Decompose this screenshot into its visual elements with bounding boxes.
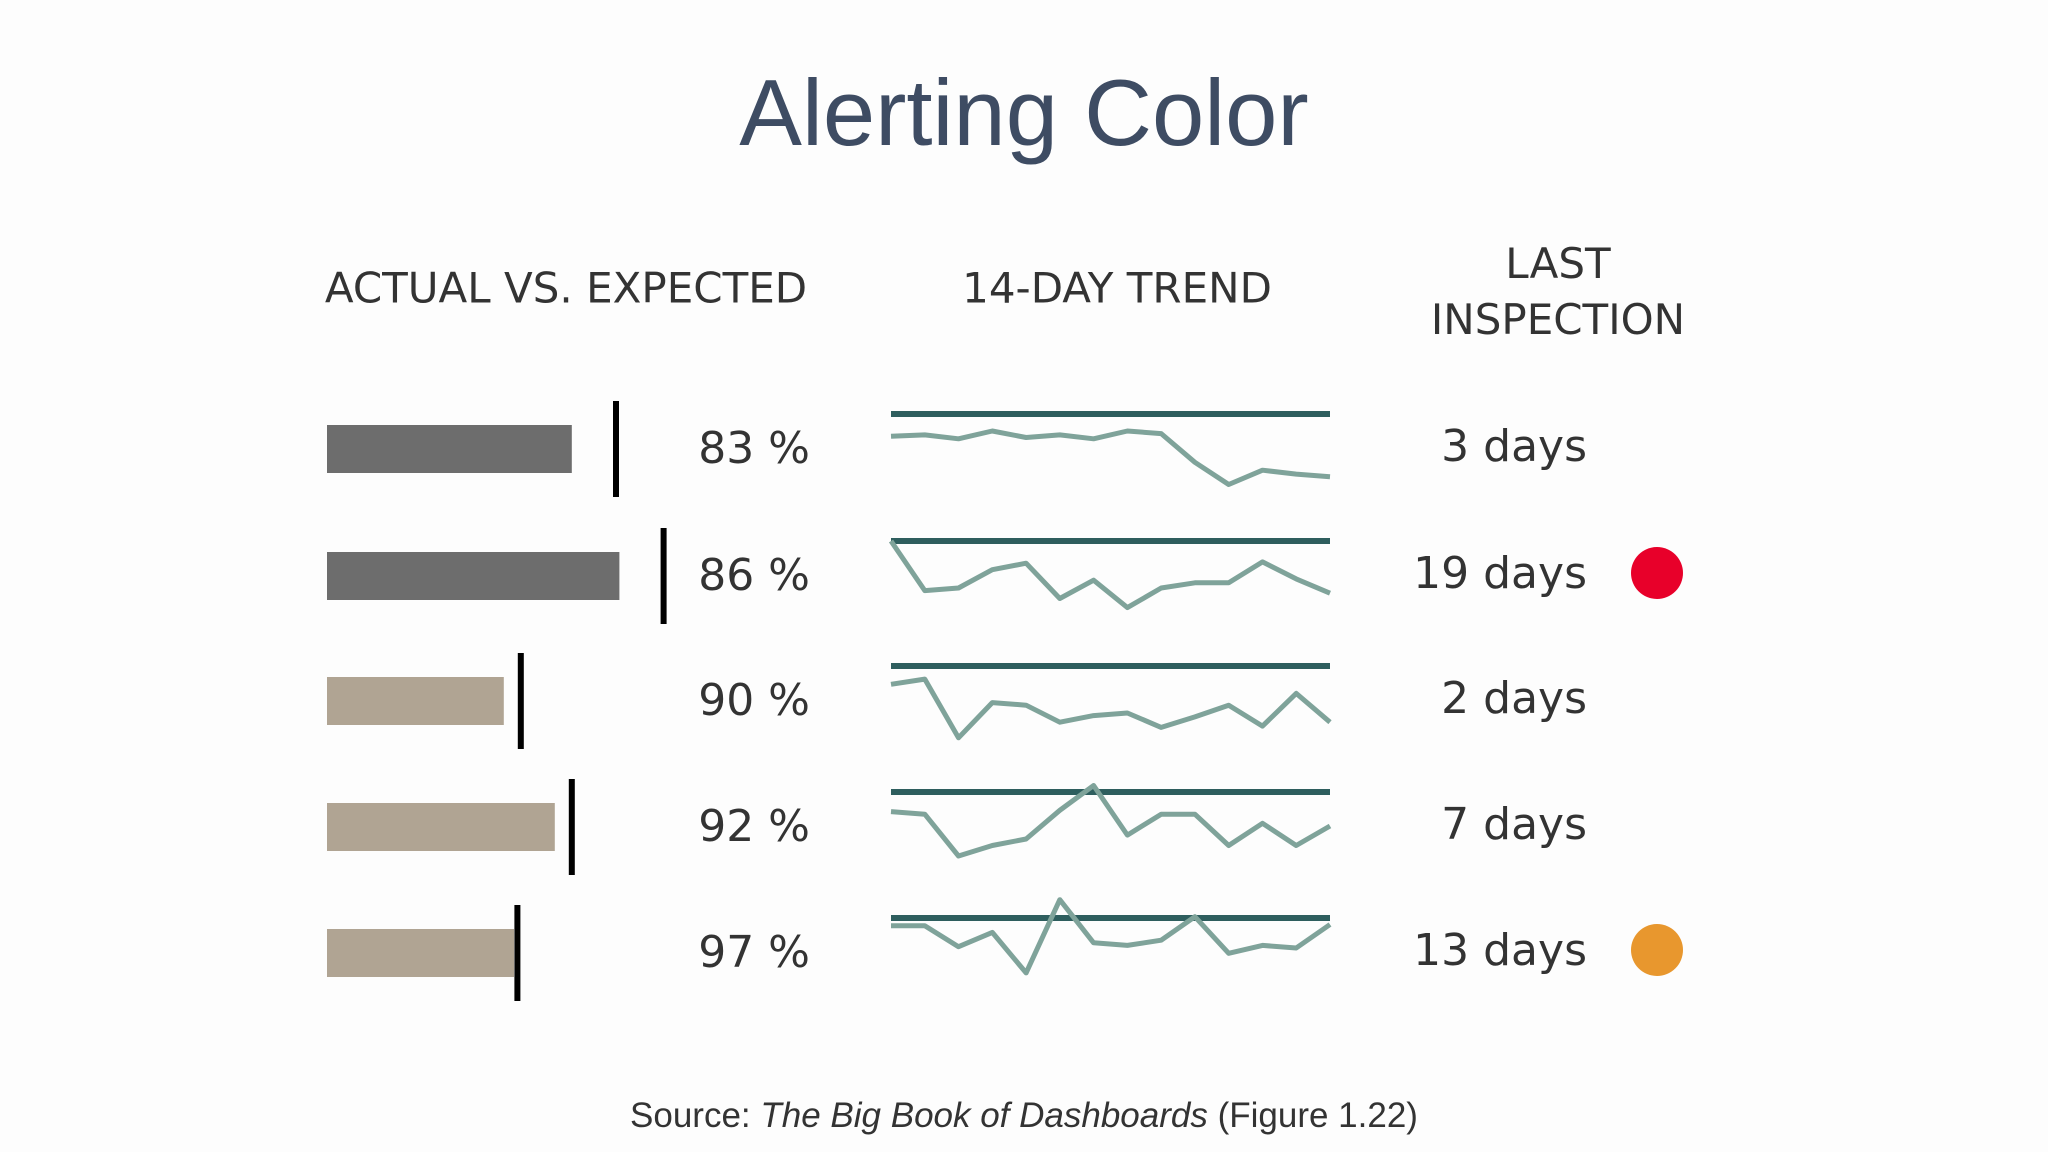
source-book: The Big Book of Dashboards <box>760 1096 1208 1135</box>
trend-line <box>890 676 1332 741</box>
percent-label: 83 % <box>698 423 810 474</box>
expected-marker <box>568 779 575 875</box>
days-label: 7 days <box>1441 799 1587 850</box>
days-label: 13 days <box>1413 925 1587 976</box>
percent-label: 97 % <box>698 927 810 978</box>
days-label: 3 days <box>1441 421 1587 472</box>
column-header: ACTUAL VS. EXPECTED <box>325 264 807 313</box>
source-note: Source: The Big Book of Dashboards (Figu… <box>0 1096 2048 1136</box>
actual-bar <box>327 677 504 725</box>
trend-line <box>890 783 1332 859</box>
alert-dot <box>1631 547 1683 599</box>
percent-label: 92 % <box>698 801 810 852</box>
days-label: 19 days <box>1413 548 1587 599</box>
trend-line <box>890 428 1331 487</box>
slide-title: Alerting Color <box>739 60 1308 165</box>
expected-marker <box>660 528 667 624</box>
trend-line <box>891 897 1332 976</box>
actual-bar <box>327 803 555 851</box>
percent-label: 90 % <box>698 675 810 726</box>
expected-marker <box>517 653 524 749</box>
source-suffix: (Figure 1.22) <box>1217 1096 1418 1135</box>
source-prefix: Source: <box>630 1096 751 1135</box>
actual-bar <box>327 425 572 473</box>
column-header: 14-DAY TREND <box>962 264 1272 313</box>
percent-label: 86 % <box>698 550 810 601</box>
trend-line <box>888 539 1331 611</box>
actual-bar <box>327 929 514 977</box>
alert-dot <box>1631 924 1683 976</box>
actual-bar <box>327 552 620 600</box>
expected-marker <box>613 401 619 497</box>
expected-marker <box>514 905 521 1001</box>
days-label: 2 days <box>1441 673 1587 724</box>
column-header: LAST INSPECTION <box>1430 239 1686 344</box>
